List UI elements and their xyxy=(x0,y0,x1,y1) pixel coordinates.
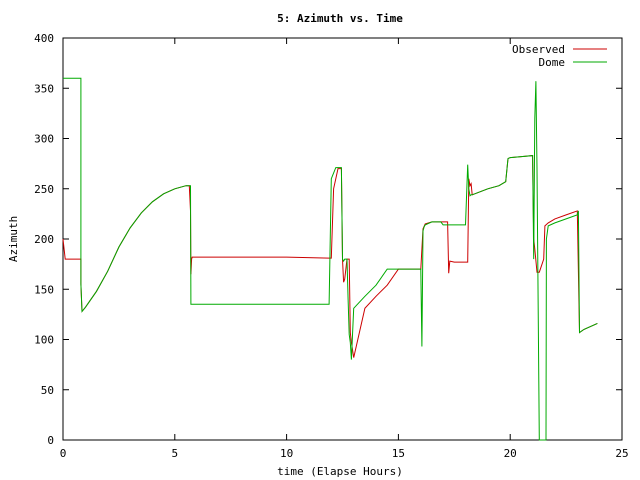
series-line-dome xyxy=(63,77,598,441)
x-axis-label: time (Elapse Hours) xyxy=(277,465,403,478)
y-tick-label: 400 xyxy=(34,32,54,45)
legend-label-dome: Dome xyxy=(539,56,566,69)
y-tick-label: 350 xyxy=(34,82,54,95)
x-tick-label: 10 xyxy=(280,447,293,460)
chart-title: 5: Azimuth vs. Time xyxy=(277,12,403,25)
y-tick-label: 50 xyxy=(41,384,54,397)
x-tick-label: 0 xyxy=(60,447,67,460)
y-tick-label: 200 xyxy=(34,233,54,246)
x-tick-label: 15 xyxy=(392,447,405,460)
y-tick-label: 150 xyxy=(34,283,54,296)
y-tick-label: 300 xyxy=(34,133,54,146)
y-tick-label: 250 xyxy=(34,183,54,196)
y-tick-label: 0 xyxy=(47,434,54,447)
y-tick-label: 100 xyxy=(34,334,54,347)
series-group xyxy=(62,77,598,441)
y-axis-label: Azimuth xyxy=(7,216,20,262)
x-tick-label: 25 xyxy=(615,447,628,460)
x-tick-label: 20 xyxy=(504,447,517,460)
legend-label-observed: Observed xyxy=(512,43,565,56)
x-tick-label: 5 xyxy=(171,447,178,460)
